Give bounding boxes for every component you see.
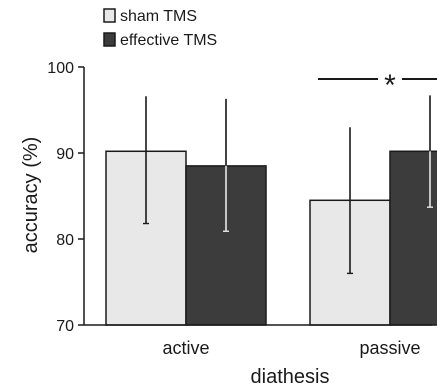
legend-label-effective: effective TMS: [120, 32, 217, 49]
x-category-label-passive: passive: [359, 338, 420, 358]
x-category-label-active: active: [162, 338, 209, 358]
x-axis-title: diathesis: [251, 366, 330, 387]
y-tick-label-90: 90: [56, 146, 74, 163]
bar-passive-effective: [389, 150, 437, 326]
legend: sham TMS effective TMS: [103, 8, 217, 49]
significance-marker: *: [384, 69, 396, 102]
legend-label-sham: sham TMS: [120, 8, 197, 25]
legend-swatch-effective: [103, 32, 116, 47]
legend-swatch-sham: [103, 8, 116, 23]
y-tick-label-70: 70: [56, 318, 74, 335]
axes: 70 80 90 100 active passive: [47, 60, 432, 358]
y-axis-title: accuracy (%): [20, 137, 42, 254]
y-tick-label-100: 100: [47, 60, 74, 77]
y-tick-label-80: 80: [56, 232, 74, 249]
plot-area: *: [105, 69, 437, 326]
